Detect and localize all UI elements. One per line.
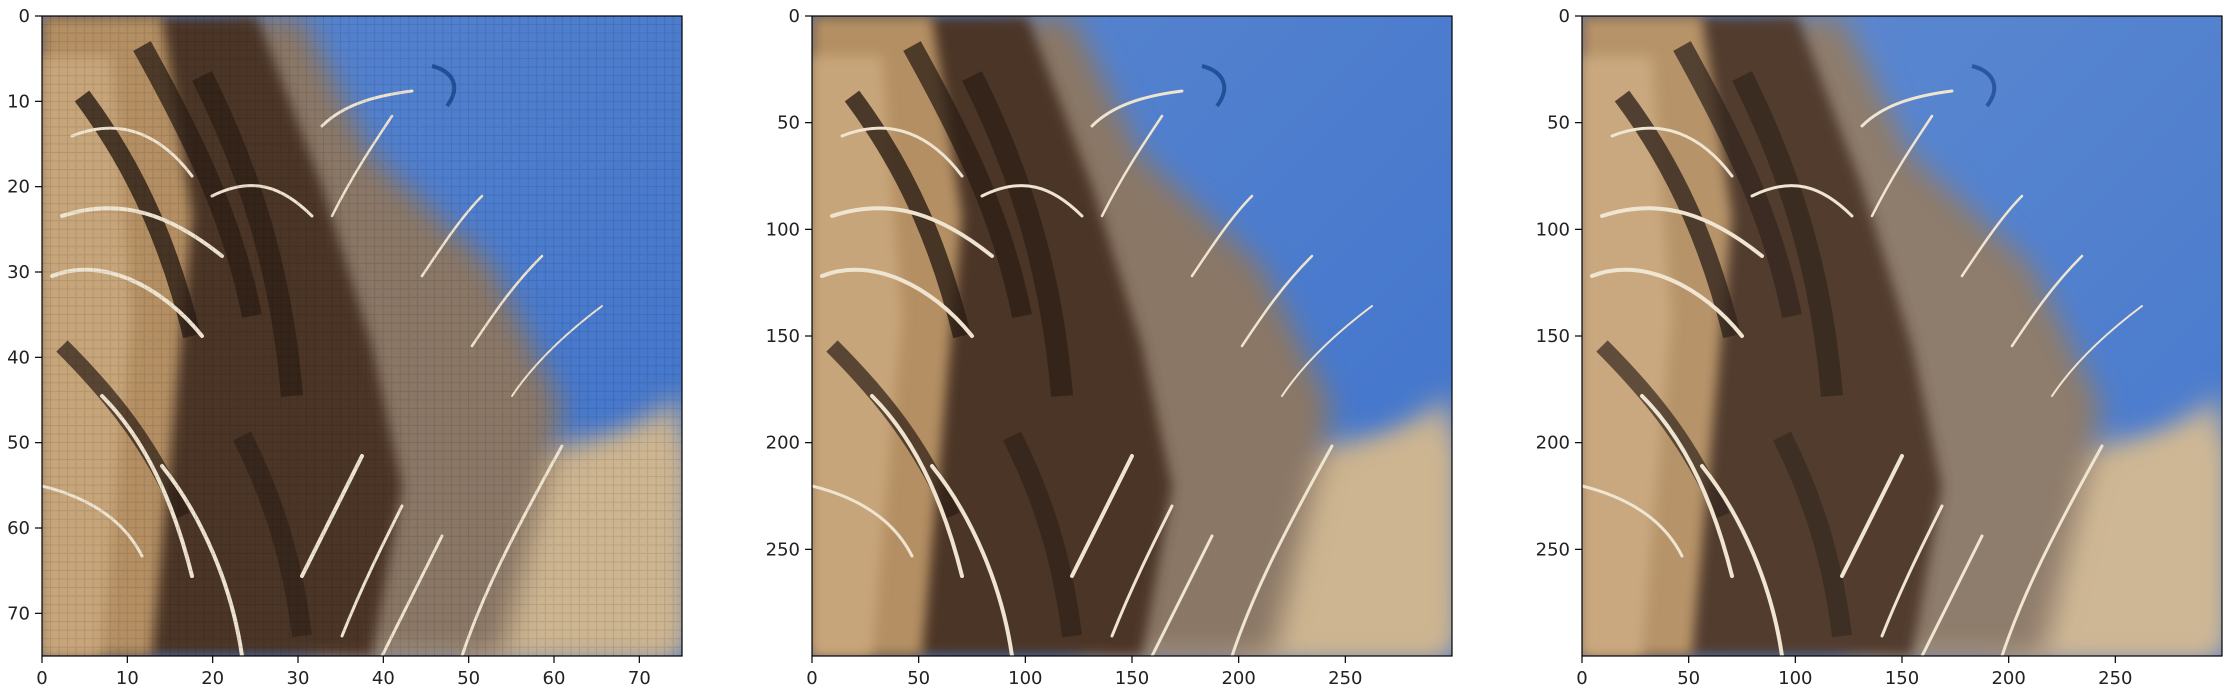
y-tick-label: 10 bbox=[7, 91, 30, 112]
y-tick-label: 200 bbox=[1536, 433, 1570, 454]
y-tick-label: 150 bbox=[766, 326, 800, 347]
ticks-low-res: 0 10 20 30 40 50 60 70 0 10 20 30 40 50 60 70 bbox=[7, 6, 651, 689]
x-tick-label: 200 bbox=[1221, 668, 1255, 689]
x-tick-label: 50 bbox=[1677, 668, 1700, 689]
x-tick-label: 40 bbox=[372, 668, 395, 689]
y-tick-label: 60 bbox=[7, 518, 30, 539]
axes-frame bbox=[41, 15, 683, 657]
y-tick-label: 50 bbox=[777, 113, 800, 134]
x-tick-label: 10 bbox=[116, 668, 139, 689]
x-tick-label: 100 bbox=[1008, 668, 1042, 689]
x-tick-label: 0 bbox=[36, 668, 47, 689]
y-tick-label: 0 bbox=[19, 6, 30, 27]
y-tick-label: 50 bbox=[1547, 113, 1570, 134]
y-tick-label: 40 bbox=[7, 347, 30, 368]
panel-low-res: 0 10 20 30 40 50 60 70 0 10 20 30 40 50 60 70 bbox=[7, 6, 683, 689]
y-tick-label: 20 bbox=[7, 177, 30, 198]
image-super-res bbox=[1582, 16, 2222, 656]
ticks-high-res: 0 50 100 150 200 250 0 50 100 150 200 250 bbox=[766, 6, 1363, 689]
image-high-res bbox=[812, 16, 1452, 656]
x-tick-label: 50 bbox=[907, 668, 930, 689]
x-tick-label: 30 bbox=[287, 668, 310, 689]
x-tick-label: 0 bbox=[1576, 668, 1587, 689]
y-tick-label: 200 bbox=[766, 433, 800, 454]
y-tick-label: 0 bbox=[1559, 6, 1570, 27]
x-tick-label: 150 bbox=[1115, 668, 1149, 689]
y-tick-label: 100 bbox=[1536, 219, 1570, 240]
x-tick-label: 150 bbox=[1885, 668, 1919, 689]
y-tick-label: 50 bbox=[7, 433, 30, 454]
y-tick-label: 250 bbox=[766, 539, 800, 560]
x-tick-label: 50 bbox=[457, 668, 480, 689]
panel-super-res: 0 50 100 150 200 250 0 50 100 150 200 250 bbox=[1536, 6, 2223, 689]
y-tick-label: 250 bbox=[1536, 539, 1570, 560]
y-tick-label: 0 bbox=[789, 6, 800, 27]
x-tick-label: 70 bbox=[628, 668, 651, 689]
x-tick-label: 250 bbox=[2098, 668, 2132, 689]
y-tick-label: 70 bbox=[7, 603, 30, 624]
y-tick-label: 30 bbox=[7, 262, 30, 283]
x-tick-label: 0 bbox=[806, 668, 817, 689]
x-tick-label: 60 bbox=[543, 668, 566, 689]
ticks-super-res: 0 50 100 150 200 250 0 50 100 150 200 250 bbox=[1536, 6, 2133, 689]
x-tick-label: 20 bbox=[201, 668, 224, 689]
image-low-res bbox=[42, 16, 682, 656]
x-tick-label: 200 bbox=[1991, 668, 2025, 689]
x-tick-label: 100 bbox=[1778, 668, 1812, 689]
panel-high-res: 0 50 100 150 200 250 0 50 100 150 200 250 bbox=[766, 6, 1453, 689]
y-tick-label: 150 bbox=[1536, 326, 1570, 347]
y-tick-label: 100 bbox=[766, 219, 800, 240]
x-tick-label: 250 bbox=[1328, 668, 1362, 689]
